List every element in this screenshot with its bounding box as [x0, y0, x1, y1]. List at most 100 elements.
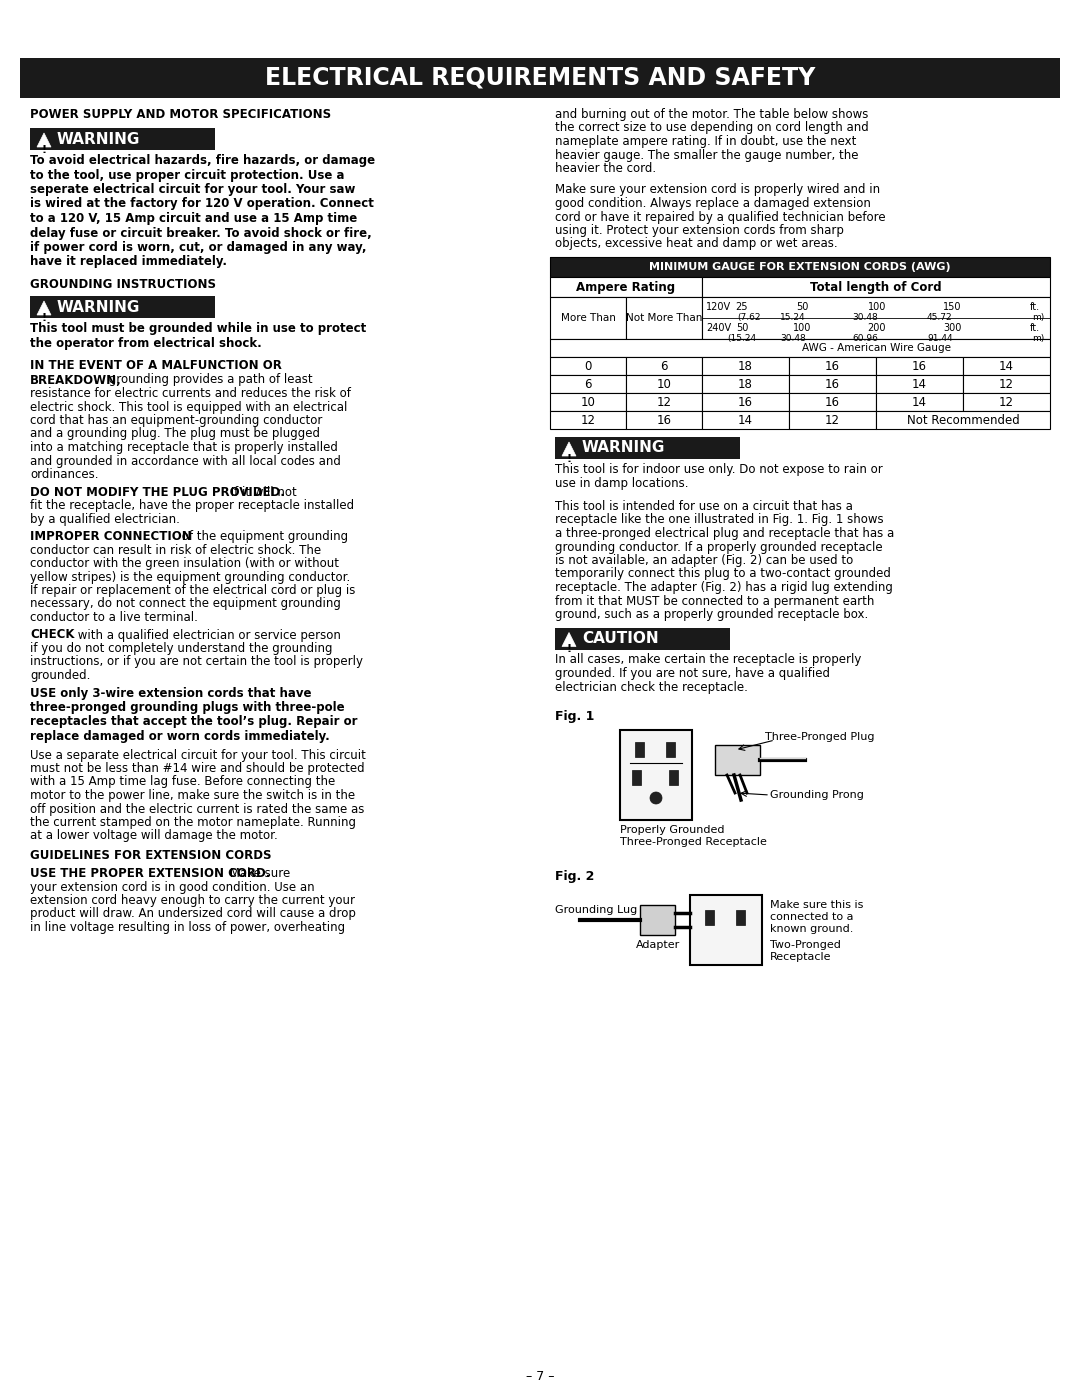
Text: More Than: More Than	[561, 313, 616, 323]
Text: the current stamped on the motor nameplate. Running: the current stamped on the motor namepla…	[30, 816, 356, 828]
Bar	[550, 393, 626, 411]
Text: a three-pronged electrical plug and receptacle that has a: a three-pronged electrical plug and rece…	[555, 527, 894, 541]
Text: motor to the power line, make sure the switch is in the: motor to the power line, make sure the s…	[30, 789, 355, 802]
Text: 16: 16	[825, 359, 840, 373]
Text: 12: 12	[825, 414, 840, 426]
Text: necessary, do not connect the equipment grounding: necessary, do not connect the equipment …	[30, 598, 341, 610]
Text: temporarily connect this plug to a two-contact grounded: temporarily connect this plug to a two-c…	[555, 567, 891, 581]
Text: delay fuse or circuit breaker. To avoid shock or fire,: delay fuse or circuit breaker. To avoid …	[30, 226, 372, 239]
Bar	[555, 437, 740, 460]
Text: 14: 14	[912, 395, 927, 408]
Text: is not available, an adapter (Fig. 2) can be used to: is not available, an adapter (Fig. 2) ca…	[555, 555, 853, 567]
Text: Make sure: Make sure	[226, 868, 291, 880]
Text: !: !	[566, 644, 571, 655]
Text: – 7 –: – 7 –	[526, 1370, 554, 1383]
Bar	[666, 742, 675, 757]
Bar	[632, 770, 642, 785]
Text: 100: 100	[793, 323, 811, 332]
Text: must not be less than #14 wire and should be protected: must not be less than #14 wire and shoul…	[30, 761, 365, 775]
Polygon shape	[715, 745, 760, 775]
Bar	[876, 374, 963, 393]
Text: of the equipment grounding: of the equipment grounding	[178, 529, 348, 543]
Text: WARNING: WARNING	[582, 440, 665, 455]
Text: If it will not: If it will not	[227, 486, 297, 499]
Text: !: !	[566, 454, 571, 464]
Text: and a grounding plug. The plug must be plugged: and a grounding plug. The plug must be p…	[30, 427, 320, 440]
Text: in line voltage resulting in loss of power, overheating: in line voltage resulting in loss of pow…	[30, 921, 346, 935]
Text: 200: 200	[867, 323, 887, 332]
Text: objects, excessive heat and damp or wet areas.: objects, excessive heat and damp or wet …	[555, 237, 838, 250]
Bar	[550, 277, 702, 298]
Text: 240V: 240V	[706, 323, 731, 332]
Text: AWG - American Wire Gauge: AWG - American Wire Gauge	[801, 344, 950, 353]
Text: is wired at the factory for 120 V operation. Connect: is wired at the factory for 120 V operat…	[30, 197, 374, 211]
Text: This tool is for indoor use only. Do not expose to rain or: This tool is for indoor use only. Do not…	[555, 462, 882, 476]
Text: ELECTRICAL REQUIREMENTS AND SAFETY: ELECTRICAL REQUIREMENTS AND SAFETY	[265, 66, 815, 89]
Text: 30.48: 30.48	[780, 334, 806, 344]
Bar	[640, 905, 675, 935]
Text: Not More Than: Not More Than	[625, 313, 702, 323]
Text: from it that MUST be connected to a permanent earth: from it that MUST be connected to a perm…	[555, 595, 875, 608]
Text: conductor with the green insulation (with or without: conductor with the green insulation (wit…	[30, 557, 339, 570]
Text: 30.48: 30.48	[852, 313, 878, 321]
Text: 100: 100	[868, 302, 887, 312]
Text: connected to a: connected to a	[770, 912, 853, 922]
Text: This tool must be grounded while in use to protect: This tool must be grounded while in use …	[30, 321, 366, 335]
Text: ground, such as a properly grounded receptacle box.: ground, such as a properly grounded rece…	[555, 608, 868, 622]
Bar	[876, 358, 963, 374]
Text: the correct size to use depending on cord length and: the correct size to use depending on cor…	[555, 122, 868, 134]
Text: ordinances.: ordinances.	[30, 468, 98, 481]
Bar	[550, 358, 626, 374]
Text: m): m)	[1032, 334, 1044, 344]
Bar	[702, 374, 789, 393]
Bar	[702, 277, 1050, 298]
Bar	[963, 393, 1050, 411]
Bar	[702, 298, 1050, 339]
Text: 15.24: 15.24	[780, 313, 806, 321]
Text: if power cord is worn, cut, or damaged in any way,: if power cord is worn, cut, or damaged i…	[30, 242, 366, 254]
Bar	[705, 909, 714, 925]
Text: 16: 16	[738, 395, 753, 408]
Text: Three-Pronged Receptacle: Three-Pronged Receptacle	[620, 837, 767, 847]
Bar	[702, 358, 789, 374]
Text: This tool is intended for use on a circuit that has a: This tool is intended for use on a circu…	[555, 500, 853, 513]
Text: yellow stripes) is the equipment grounding conductor.: yellow stripes) is the equipment groundi…	[30, 570, 350, 584]
Text: Make sure this is: Make sure this is	[770, 900, 863, 909]
Text: seperate electrical circuit for your tool. Your saw: seperate electrical circuit for your too…	[30, 183, 355, 196]
Text: Use a separate electrical circuit for your tool. This circuit: Use a separate electrical circuit for yo…	[30, 749, 366, 761]
Bar	[702, 411, 789, 429]
Text: to a 120 V, 15 Amp circuit and use a 15 Amp time: to a 120 V, 15 Amp circuit and use a 15 …	[30, 212, 357, 225]
Text: 14: 14	[912, 377, 927, 391]
Bar	[789, 411, 876, 429]
Bar	[550, 257, 1050, 277]
Polygon shape	[562, 633, 576, 647]
Text: electric shock. This tool is equipped with an electrical: electric shock. This tool is equipped wi…	[30, 401, 348, 414]
Text: 10: 10	[657, 377, 672, 391]
Text: (15.24: (15.24	[727, 334, 756, 344]
Text: 18: 18	[738, 377, 753, 391]
Bar	[963, 358, 1050, 374]
Text: 25: 25	[735, 302, 748, 312]
Bar	[789, 393, 876, 411]
Text: grounding provides a path of least: grounding provides a path of least	[105, 373, 312, 387]
Bar	[550, 298, 626, 339]
Text: Grounding Prong: Grounding Prong	[770, 789, 864, 800]
Circle shape	[650, 792, 662, 805]
Text: Receptacle: Receptacle	[770, 951, 832, 963]
Bar	[876, 411, 1050, 429]
Text: GROUNDING INSTRUCTIONS: GROUNDING INSTRUCTIONS	[30, 278, 216, 291]
Text: 16: 16	[657, 414, 672, 426]
Text: IMPROPER CONNECTION: IMPROPER CONNECTION	[30, 529, 192, 543]
Text: Grounding Lug: Grounding Lug	[555, 905, 637, 915]
Text: grounded.: grounded.	[30, 669, 91, 682]
Text: your extension cord is in good condition. Use an: your extension cord is in good condition…	[30, 880, 314, 894]
Text: cord that has an equipment-grounding conductor: cord that has an equipment-grounding con…	[30, 414, 322, 427]
Text: 6: 6	[660, 359, 667, 373]
Text: 6: 6	[584, 377, 592, 391]
Bar	[626, 298, 702, 339]
Text: 12: 12	[999, 377, 1014, 391]
Bar	[626, 411, 702, 429]
Text: 91.44: 91.44	[927, 334, 953, 344]
Text: receptacle like the one illustrated in Fig. 1. Fig. 1 shows: receptacle like the one illustrated in F…	[555, 514, 883, 527]
Text: 14: 14	[999, 359, 1014, 373]
